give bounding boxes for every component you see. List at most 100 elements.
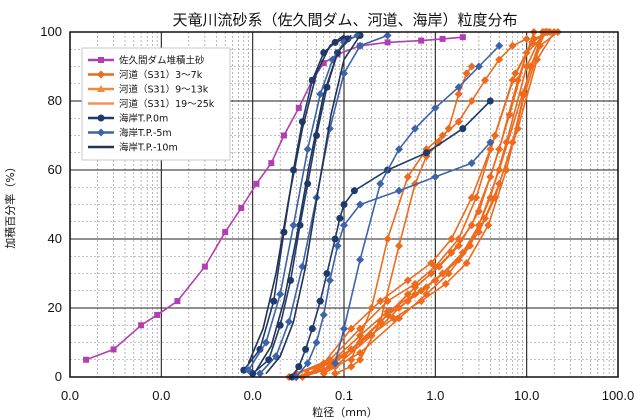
series-line (247, 34, 345, 364)
data-point (97, 128, 105, 137)
data-point (383, 235, 392, 243)
data-point (417, 297, 426, 306)
data-point (356, 355, 365, 364)
data-point (312, 366, 321, 375)
data-point (367, 304, 376, 312)
data-point (320, 60, 327, 67)
data-point (495, 55, 504, 64)
series-line (334, 45, 500, 364)
x-tick-label: 100.0 (602, 388, 635, 403)
data-point (262, 338, 271, 347)
data-point (431, 103, 440, 112)
data-point (474, 207, 483, 216)
data-point (319, 369, 328, 378)
data-point (340, 38, 348, 47)
series-line (291, 100, 491, 378)
data-point (384, 39, 391, 46)
data-point (347, 355, 356, 364)
data-series (265, 34, 361, 375)
data-point (502, 166, 511, 174)
data-point (302, 345, 310, 353)
legend-label: 海岸T.P.0m (119, 113, 168, 125)
data-point (486, 97, 494, 105)
series-line (295, 31, 547, 375)
data-point (280, 132, 287, 139)
data-point (347, 324, 356, 333)
data-point (347, 362, 356, 371)
data-point (522, 34, 531, 43)
data-point (508, 41, 517, 50)
data-point (431, 262, 440, 271)
data-point (467, 193, 476, 202)
series-line (350, 38, 528, 361)
data-series (255, 34, 352, 371)
series-line (85, 36, 463, 361)
data-point (411, 290, 420, 299)
data-point (268, 160, 275, 167)
y-tick-label: 0 (55, 369, 62, 384)
data-point (97, 70, 105, 79)
data-point (97, 85, 105, 92)
data-point (454, 83, 463, 92)
data-point (439, 35, 446, 42)
plot-frame (69, 31, 619, 378)
data-point (467, 62, 476, 71)
data-point (520, 90, 529, 99)
legend-label: 海岸T.P.-5m (119, 127, 172, 139)
y-tick-label: 80 (48, 93, 62, 108)
data-series (292, 138, 495, 381)
data-point (253, 180, 260, 187)
data-point (276, 290, 285, 299)
data-point (441, 279, 450, 288)
data-point (174, 298, 181, 305)
data-point (201, 263, 208, 270)
data-point (350, 187, 358, 195)
data-point (431, 172, 440, 181)
data-point (249, 370, 257, 378)
data-point (316, 90, 325, 99)
data-point (303, 359, 312, 368)
data-point (474, 62, 483, 71)
data-point (331, 369, 340, 378)
series-line (265, 34, 361, 375)
y-tick-label: 20 (48, 300, 62, 315)
data-point (394, 314, 403, 323)
data-point (295, 363, 303, 371)
data-point (347, 345, 356, 354)
data-point (98, 57, 104, 63)
data-point (394, 186, 403, 195)
series-line (323, 31, 544, 375)
data-point (270, 297, 278, 305)
data-point (444, 269, 453, 278)
legend-label: 佐久間ダム堆積土砂 (119, 55, 205, 67)
data-point (285, 317, 294, 326)
data-point (333, 241, 342, 250)
data-point (484, 221, 493, 230)
data-point (303, 145, 312, 154)
data-series (298, 28, 559, 381)
data-point (528, 38, 537, 47)
data-point (331, 235, 339, 243)
data-point (459, 34, 466, 41)
data-point (289, 221, 298, 230)
data-point (336, 214, 344, 222)
data-point (444, 124, 453, 133)
data-point (454, 117, 463, 126)
data-point (447, 235, 456, 243)
data-point (97, 114, 105, 122)
data-point (418, 37, 425, 44)
y-axis: 0 20 40 60 80 100 (40, 24, 62, 384)
data-point (83, 356, 90, 363)
data-point (356, 255, 365, 264)
data-point (256, 345, 264, 353)
data-point (312, 338, 321, 347)
chart-title: 天竜川流砂系（佐久間ダム、河道、海岸）粒度分布 (172, 11, 517, 29)
data-point (411, 279, 420, 288)
data-point (138, 322, 145, 329)
data-point (222, 229, 229, 236)
data-point (308, 325, 316, 333)
series-line (302, 31, 555, 378)
